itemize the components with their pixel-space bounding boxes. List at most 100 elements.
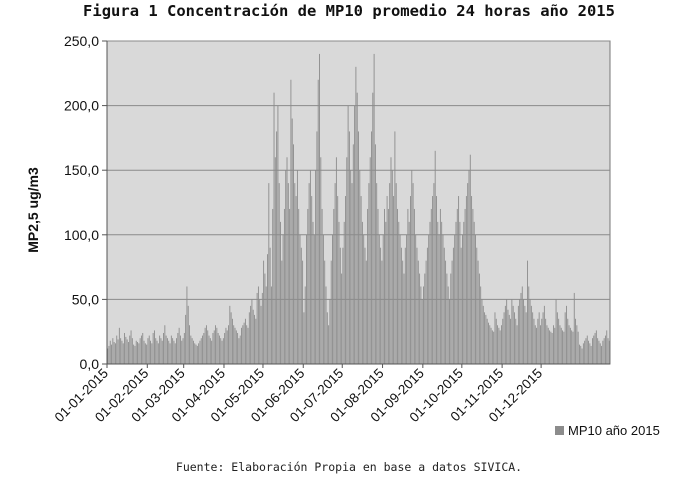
data-bar [337, 196, 339, 364]
data-bar [260, 305, 262, 364]
data-bar [577, 331, 579, 364]
data-bar [256, 292, 258, 364]
data-bar [291, 118, 293, 365]
data-bar [549, 330, 551, 364]
data-bar [499, 330, 501, 364]
data-bar [243, 322, 245, 364]
data-bar [228, 325, 229, 364]
data-bar [220, 338, 222, 364]
data-bar [469, 154, 471, 364]
data-bar [438, 234, 440, 364]
data-bar [454, 234, 456, 364]
data-bar [196, 345, 198, 364]
data-bar [164, 325, 166, 364]
data-bar [230, 312, 232, 364]
data-bar [576, 325, 578, 364]
data-bar [417, 260, 419, 364]
data-bar [173, 340, 175, 364]
data-bar [432, 196, 434, 364]
data-bar [226, 330, 228, 364]
data-bar [488, 322, 489, 364]
data-bar [482, 305, 484, 364]
y-tick-label: 150,0 [64, 162, 99, 178]
data-bar [519, 299, 521, 364]
data-bar [277, 105, 279, 364]
data-bar [248, 312, 250, 364]
data-bar [356, 92, 358, 365]
data-bar [529, 299, 531, 364]
data-bar [480, 286, 482, 364]
data-bar [594, 332, 596, 364]
data-bar [599, 343, 601, 364]
data-bar [504, 305, 506, 364]
data-bar [571, 330, 573, 364]
y-tick-label: 250,0 [64, 33, 99, 49]
data-bar [192, 340, 194, 364]
data-bar [406, 234, 408, 364]
data-bar [598, 340, 600, 364]
data-bar [269, 247, 271, 364]
data-bar [553, 325, 554, 364]
data-bar [512, 305, 514, 364]
data-bar [166, 338, 168, 364]
data-bar [586, 335, 588, 364]
data-bar [523, 299, 525, 364]
data-bar [463, 221, 465, 364]
data-bar [402, 260, 404, 364]
data-bar [330, 260, 332, 364]
data-bar [350, 170, 352, 364]
data-bar [542, 312, 544, 364]
data-bar [321, 208, 323, 364]
data-bar [555, 299, 557, 364]
y-tick-label: 50,0 [72, 291, 99, 307]
data-bar [234, 327, 236, 364]
data-bar [239, 335, 241, 364]
data-bar [533, 318, 535, 364]
data-bar [558, 318, 560, 364]
data-bar [456, 208, 458, 364]
data-bar [338, 221, 340, 364]
data-bar [566, 305, 567, 364]
data-bar [606, 330, 608, 364]
data-bar [263, 260, 265, 364]
data-bar [407, 208, 409, 364]
data-bar [497, 325, 499, 364]
data-bar [437, 221, 439, 364]
data-bar [160, 338, 162, 364]
data-bar [298, 208, 300, 364]
data-bar [354, 105, 356, 364]
data-bar [371, 131, 372, 364]
data-bar [537, 318, 539, 364]
data-bar [360, 196, 362, 364]
data-bar [485, 314, 487, 364]
data-bar [268, 183, 270, 364]
data-bar [603, 338, 605, 364]
data-bar [451, 260, 453, 364]
data-bar [511, 299, 513, 364]
data-bar [376, 183, 378, 364]
data-bar [443, 247, 445, 364]
bar-chart: 0,0 50,0 100,0 150,0 200,0 250,0 01-01-201501… [25, 33, 660, 438]
data-bar [333, 208, 335, 364]
data-bar [390, 157, 392, 364]
data-bar [131, 338, 133, 364]
data-bar [329, 299, 331, 364]
data-bar [494, 312, 496, 364]
data-bar [189, 325, 190, 364]
data-bar [335, 157, 337, 364]
data-bar [325, 286, 327, 364]
data-bar [367, 208, 369, 364]
data-bar [290, 79, 292, 364]
data-bar [187, 305, 189, 364]
data-bar [215, 325, 216, 364]
data-bar [399, 234, 401, 364]
data-bar [140, 335, 142, 364]
data-bar [176, 338, 177, 364]
data-bar [393, 196, 395, 364]
data-bar [510, 318, 512, 364]
data-bar [195, 344, 197, 364]
data-bar [605, 335, 606, 364]
data-bar [304, 286, 306, 364]
data-bar [111, 344, 112, 364]
y-tick-label: 0,0 [80, 356, 100, 372]
